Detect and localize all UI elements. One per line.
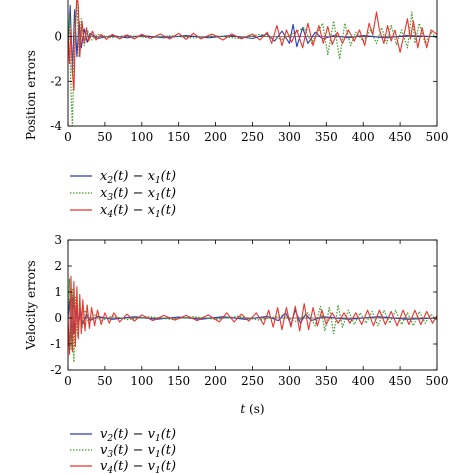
legend-text: (t) − x [113,186,156,201]
x-tick-label: 500 [426,130,449,144]
legend-text: (t) [161,203,176,218]
y-tick-label: 1 [54,285,62,299]
legend-text: (t) − v [113,459,156,474]
legend-text: (t) [161,443,176,458]
chart-panel-1: 0 50 100 150 200 250 300 350 400 450 500 -4 -2 0 Posit… [24,0,448,220]
y-tick-label: -1 [50,337,62,351]
legend-text: (t) − x [113,203,156,218]
x-tick-label: 450 [389,374,412,388]
legend-entry-1: v2(t) − v1(t) [100,427,176,444]
y-axis-label: Velocity errors [24,260,38,350]
x-tick-label: 250 [241,130,264,144]
y-tick-label: 2 [54,259,62,273]
legend-subscript: 1 [155,434,161,444]
legend-subscript: 3 [107,450,113,460]
series-line-3 [68,0,437,91]
legend-subscript: 1 [155,176,161,186]
x-tick-label: 0 [64,374,72,388]
chart-panel-2: 0 50 100 150 200 250 300 350 400 450 500 -2 -1 0 1 2 3 Ve… [24,233,448,474]
legend-subscript: 1 [155,450,161,460]
legend-subscript: 2 [106,176,113,186]
y-tick-label: -2 [50,363,62,377]
legend-text: x [100,186,108,201]
legend-subscript: 1 [155,466,161,474]
series-line-2 [68,0,437,126]
y-axis-label: Position errors [24,50,38,140]
x-tick-label: 300 [278,374,301,388]
x-tick-label: 0 [64,130,72,144]
legend-subscript: 4 [106,210,113,220]
legend-entry-3: v4(t) − v1(t) [100,459,176,474]
legend-text: (t) [161,459,176,474]
y-tick-label: 0 [54,30,62,44]
y-tick-label: 3 [54,233,62,247]
legend-text: x [100,169,108,184]
legend-entry-3: x4(t) − x1(t) [100,203,176,220]
x-tick-label: 100 [130,374,153,388]
x-tick-label: 400 [352,374,375,388]
legend-text: (t) − v [113,443,156,458]
legend-subscript: 1 [155,193,161,203]
legend-entry-2: v3(t) − v1(t) [100,443,176,460]
legend-subscript: 1 [155,210,161,220]
plot-frame [67,239,438,371]
x-tick-label: 500 [426,374,449,388]
legend-text: (t) [161,186,176,201]
legend-entry-2: x3(t) − x1(t) [100,186,176,203]
x-axis-label-var: t [240,402,245,416]
series-line-1 [68,4,437,73]
legend-subscript: 4 [106,466,113,474]
x-tick-label: 450 [389,130,412,144]
x-tick-label: 200 [204,130,227,144]
x-tick-label: 50 [97,374,112,388]
series-line-3 [68,275,437,355]
y-tick-label: -2 [50,74,62,88]
x-tick-label: 150 [167,130,190,144]
x-tick-label: 400 [352,130,375,144]
x-axis-label: t (s) [240,402,264,416]
y-tick-label: -4 [50,119,62,133]
series-group [68,0,437,126]
legend-text: v [100,459,108,474]
legend-text: (t) [161,169,176,184]
legend-text: v [100,443,108,458]
x-tick-label: 350 [315,374,338,388]
y-tick-label: 0 [54,311,62,325]
x-axis-label-unit: (s) [245,402,264,416]
legend-entry-1: x2(t) − x1(t) [100,169,176,186]
legend-text: v [100,427,108,442]
x-tick-label: 100 [130,130,153,144]
legend-subscript: 2 [106,434,113,444]
x-tick-label: 250 [241,374,264,388]
legend-subscript: 3 [107,193,113,203]
series-line-2 [68,278,437,363]
legend-text: (t) − x [113,169,156,184]
x-tick-label: 200 [204,374,227,388]
legend-text: (t) [161,427,176,442]
plot-frame [67,0,438,127]
x-tick-label: 150 [167,374,190,388]
series-group [68,275,437,363]
x-tick-label: 50 [97,130,112,144]
x-tick-label: 300 [278,130,301,144]
legend-text: (t) − v [113,427,156,442]
legend-text: x [100,203,108,218]
x-tick-label: 350 [315,130,338,144]
